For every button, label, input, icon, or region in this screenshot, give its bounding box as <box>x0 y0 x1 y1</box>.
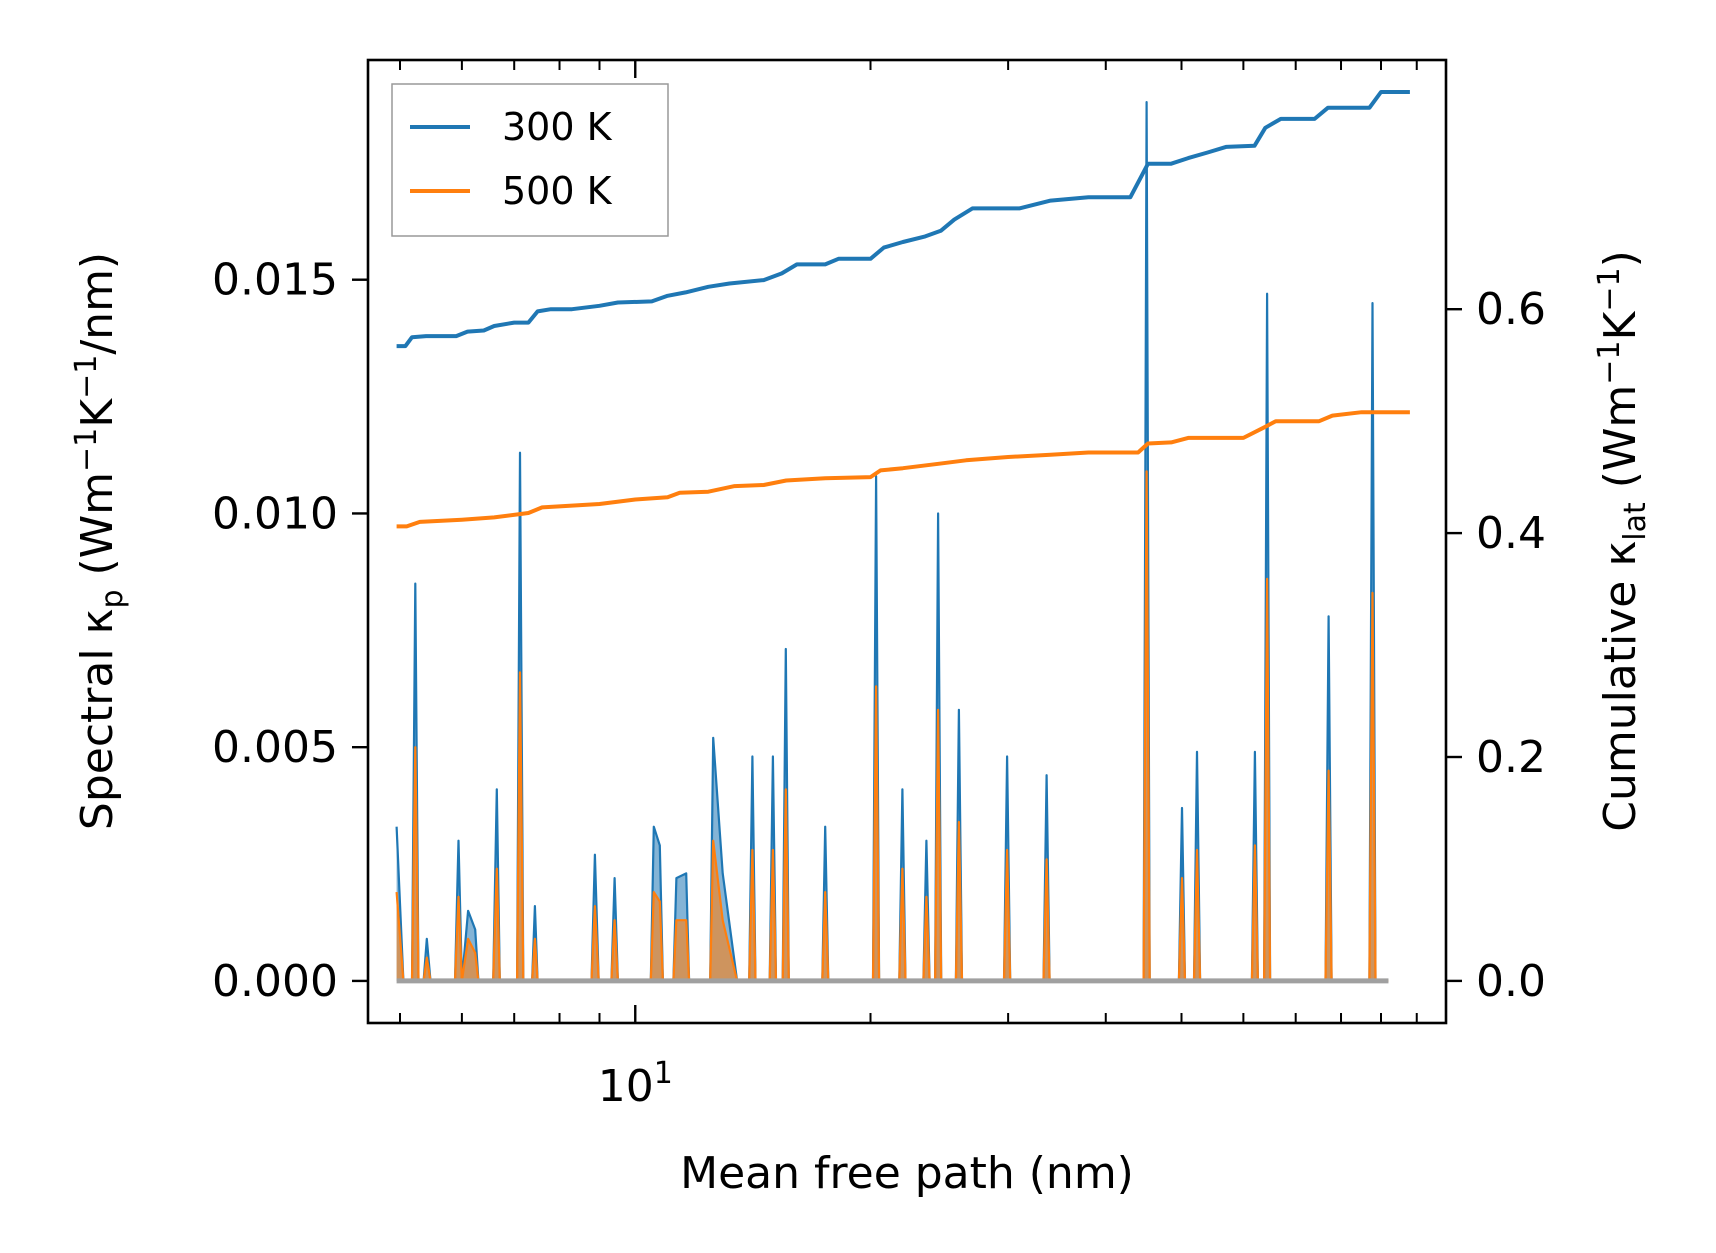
left-axis-title-exp2: −1 <box>69 355 104 399</box>
right-axis-title-exp2: −1 <box>1592 267 1627 311</box>
left-tick-label-2: 0.010 <box>212 488 338 539</box>
cumulative-line-300k <box>396 90 1410 349</box>
left-axis-title-main: Spectral κ <box>72 609 123 831</box>
plot-layer <box>395 90 1410 984</box>
x-tick-label-10: 101 <box>598 1056 673 1112</box>
x-tick-label-base: 10 <box>598 1061 654 1112</box>
legend: 300 K 500 K <box>391 83 669 237</box>
right-axis-title-sub: lat <box>1618 502 1653 541</box>
left-axis-title: Spectral κp (Wm−1K−1/nm) <box>69 252 130 830</box>
right-axis-title-mid: K <box>1595 310 1646 340</box>
left-tick-label-1: 0.005 <box>212 722 338 773</box>
right-tick-label-3: 0.6 <box>1476 284 1546 335</box>
axes-layer: 0.000 0.005 0.010 0.015 0.0 0.2 0.4 0.6 <box>212 60 1546 1023</box>
left-axis-title-exp1: −1 <box>69 428 104 472</box>
right-axis-title-exp1: −1 <box>1592 340 1627 384</box>
left-axis-title-units: (Wm <box>72 472 123 590</box>
right-tick-label-1: 0.2 <box>1476 732 1546 783</box>
left-axis-title-tail: /nm) <box>72 252 123 355</box>
legend-label-500k: 500 K <box>502 169 613 213</box>
axes-frame <box>366 58 1448 1025</box>
right-axis-title-units: (Wm <box>1595 385 1646 503</box>
left-axis-title-mid: K <box>72 398 123 428</box>
right-tick-label-0: 0.0 <box>1476 956 1546 1007</box>
legend-box <box>391 83 669 237</box>
left-axis-title-sub: p <box>95 589 130 608</box>
legend-label-300k: 300 K <box>502 105 613 149</box>
right-tick-label-2: 0.4 <box>1476 508 1546 559</box>
left-tick-label-3: 0.015 <box>212 255 338 306</box>
left-tick-label-0: 0.000 <box>212 956 338 1007</box>
right-axis-title-tail: ) <box>1595 250 1646 267</box>
right-axis-title-main: Cumulative κ <box>1595 541 1646 832</box>
x-axis-title: Mean free path (nm) <box>680 1148 1134 1199</box>
x-tick-label-exp: 1 <box>654 1056 673 1091</box>
right-axis-title: Cumulative κlat (Wm−1K−1) <box>1592 250 1653 832</box>
cumulative-line-500k <box>396 410 1410 529</box>
